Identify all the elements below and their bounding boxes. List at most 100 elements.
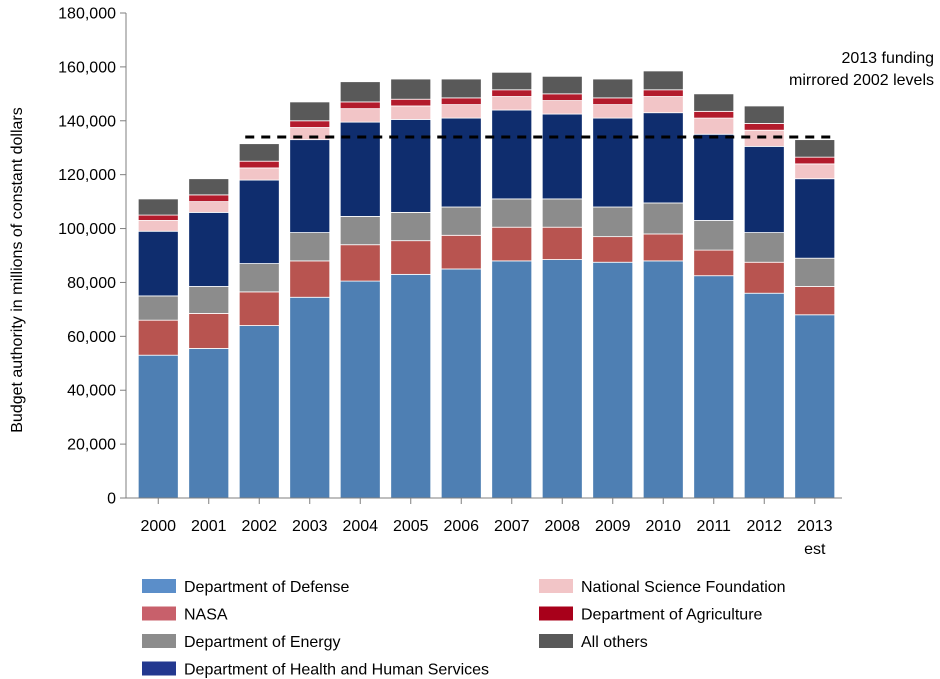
bar-segment-all-others-2009 — [592, 78, 634, 99]
legend-swatch — [142, 579, 176, 593]
legend-label: National Science Foundation — [581, 579, 786, 596]
bar-segment-department-of-energy-2004 — [339, 216, 381, 246]
bar-segment-department-of-health-and-human-services-2011 — [693, 133, 735, 221]
bar-segment-department-of-health-and-human-services-2005 — [390, 119, 432, 213]
y-tick-label: 180,000 — [58, 6, 116, 23]
bar-segment-national-science-foundation-2005 — [390, 105, 432, 120]
bar-segment-nasa-2003 — [289, 260, 331, 298]
bar-segment-department-of-health-and-human-services-2002 — [238, 179, 280, 264]
bar-segment-national-science-foundation-2002 — [238, 167, 280, 181]
bar-segment-department-of-health-and-human-services-2006 — [440, 117, 482, 208]
x-tick-label: 2002 — [241, 518, 277, 535]
y-axis: 0 20,000 40,000 60,000 80,000 100,000 120,000 1… — [58, 6, 127, 508]
x-tick-label: 2001 — [191, 518, 227, 535]
bar-segment-national-science-foundation-2013 — [794, 163, 836, 180]
x-tick-label: 2008 — [544, 518, 580, 535]
bar-segment-department-of-agriculture-2002 — [238, 160, 280, 169]
bar-segment-department-of-health-and-human-services-2007 — [491, 109, 533, 200]
bar-segment-nasa-2011 — [693, 249, 735, 277]
bar-segment-department-of-energy-2003 — [289, 232, 331, 262]
bar-segment-all-others-2002 — [238, 143, 280, 162]
y-tick-label: 120,000 — [58, 167, 116, 184]
bar-segment-all-others-2010 — [642, 70, 684, 91]
bar-segment-department-of-agriculture-2008 — [541, 93, 583, 101]
bar-segment-all-others-2013 — [794, 139, 836, 158]
bar-segment-department-of-agriculture-2005 — [390, 98, 432, 107]
bar-segment-department-of-health-and-human-services-2012 — [743, 145, 785, 233]
bar-segment-department-of-defense-2000 — [137, 354, 179, 499]
bar-segment-department-of-health-and-human-services-2013 — [794, 178, 836, 259]
x-axis: 2000 2001 2002 2003 2004 2005 2006 2007 2008 2009… — [126, 497, 842, 558]
bar-segment-department-of-defense-2012 — [743, 292, 785, 499]
bar-segment-national-science-foundation-2009 — [592, 104, 634, 119]
bar-segment-department-of-defense-2009 — [592, 261, 634, 499]
bar-segment-all-others-2005 — [390, 78, 432, 100]
y-tick-label: 40,000 — [67, 383, 116, 400]
bar-segment-department-of-agriculture-2001 — [188, 194, 230, 203]
bar-segment-national-science-foundation-2008 — [541, 100, 583, 115]
bar-segment-department-of-energy-2002 — [238, 263, 280, 293]
bar-segment-nasa-2013 — [794, 286, 836, 316]
bar-segment-department-of-health-and-human-services-2000 — [137, 230, 179, 297]
bar-segment-department-of-defense-2002 — [238, 325, 280, 499]
bar-segment-department-of-defense-2001 — [188, 348, 230, 499]
bar-segment-all-others-2006 — [440, 78, 482, 99]
bar-segment-department-of-energy-2012 — [743, 232, 785, 263]
legend-swatch — [142, 606, 176, 621]
bar-segment-nasa-2001 — [188, 313, 230, 349]
bar-segment-national-science-foundation-2001 — [188, 201, 230, 213]
bar-segment-all-others-2008 — [541, 75, 583, 95]
bar-segment-department-of-agriculture-2000 — [137, 214, 179, 221]
x-tick-label: 2011 — [697, 518, 732, 535]
bar-segment-department-of-defense-2008 — [541, 259, 583, 499]
bar-segment-nasa-2008 — [541, 226, 583, 260]
bar-segment-all-others-2011 — [693, 93, 735, 112]
bar-segment-nasa-2004 — [339, 244, 381, 282]
x-tick-sublabel: est — [804, 541, 826, 558]
legend-swatch — [539, 606, 573, 621]
x-tick-label: 2004 — [342, 518, 378, 535]
bar-segment-department-of-defense-2010 — [642, 260, 684, 499]
bars — [137, 70, 836, 499]
bar-segment-department-of-defense-2007 — [491, 260, 533, 499]
x-tick-label: 2000 — [140, 518, 176, 535]
bar-segment-department-of-health-and-human-services-2009 — [592, 117, 634, 208]
y-tick-label: 80,000 — [67, 275, 116, 292]
bar-segment-department-of-agriculture-2004 — [339, 101, 381, 110]
bar-segment-department-of-defense-2003 — [289, 296, 331, 499]
bar-segment-national-science-foundation-2004 — [339, 108, 381, 123]
bar-segment-national-science-foundation-2000 — [137, 220, 179, 232]
bar-segment-department-of-defense-2013 — [794, 314, 836, 499]
bar-segment-department-of-health-and-human-services-2008 — [541, 113, 583, 200]
bar-segment-department-of-agriculture-2011 — [693, 110, 735, 119]
bar-segment-department-of-energy-2006 — [440, 206, 482, 236]
bar-segment-department-of-agriculture-2013 — [794, 156, 836, 165]
bar-segment-department-of-agriculture-2009 — [592, 97, 634, 106]
y-axis-title: Budget authority in millions of constant… — [9, 107, 26, 433]
annotation-line: mirrored 2002 levels — [789, 72, 934, 89]
annotation-line: 2013 funding — [841, 50, 934, 67]
bar-segment-department-of-agriculture-2007 — [491, 89, 533, 97]
bar-segment-nasa-2009 — [592, 236, 634, 263]
bar-segment-department-of-energy-2001 — [188, 286, 230, 314]
x-tick-label: 2010 — [645, 518, 681, 535]
bar-segment-national-science-foundation-2010 — [642, 96, 684, 114]
legend-label: All others — [581, 634, 648, 651]
bar-segment-department-of-defense-2004 — [339, 280, 381, 499]
x-tick-label: 2007 — [494, 518, 530, 535]
y-tick-label: 140,000 — [58, 113, 116, 130]
legend-swatch — [142, 634, 176, 648]
bar-segment-department-of-energy-2007 — [491, 198, 533, 228]
x-tick-label: 2006 — [443, 518, 479, 535]
bar-segment-department-of-energy-2009 — [592, 206, 634, 238]
bar-segment-nasa-2002 — [238, 291, 280, 326]
y-tick-label: 160,000 — [58, 59, 116, 76]
bar-segment-department-of-health-and-human-services-2003 — [289, 139, 331, 233]
legend-swatch — [539, 634, 573, 648]
bar-segment-all-others-2000 — [137, 198, 179, 216]
bar-segment-nasa-2012 — [743, 261, 785, 294]
bar-segment-department-of-agriculture-2006 — [440, 97, 482, 106]
legend: Department of Defense NASA Department of E… — [142, 579, 786, 679]
